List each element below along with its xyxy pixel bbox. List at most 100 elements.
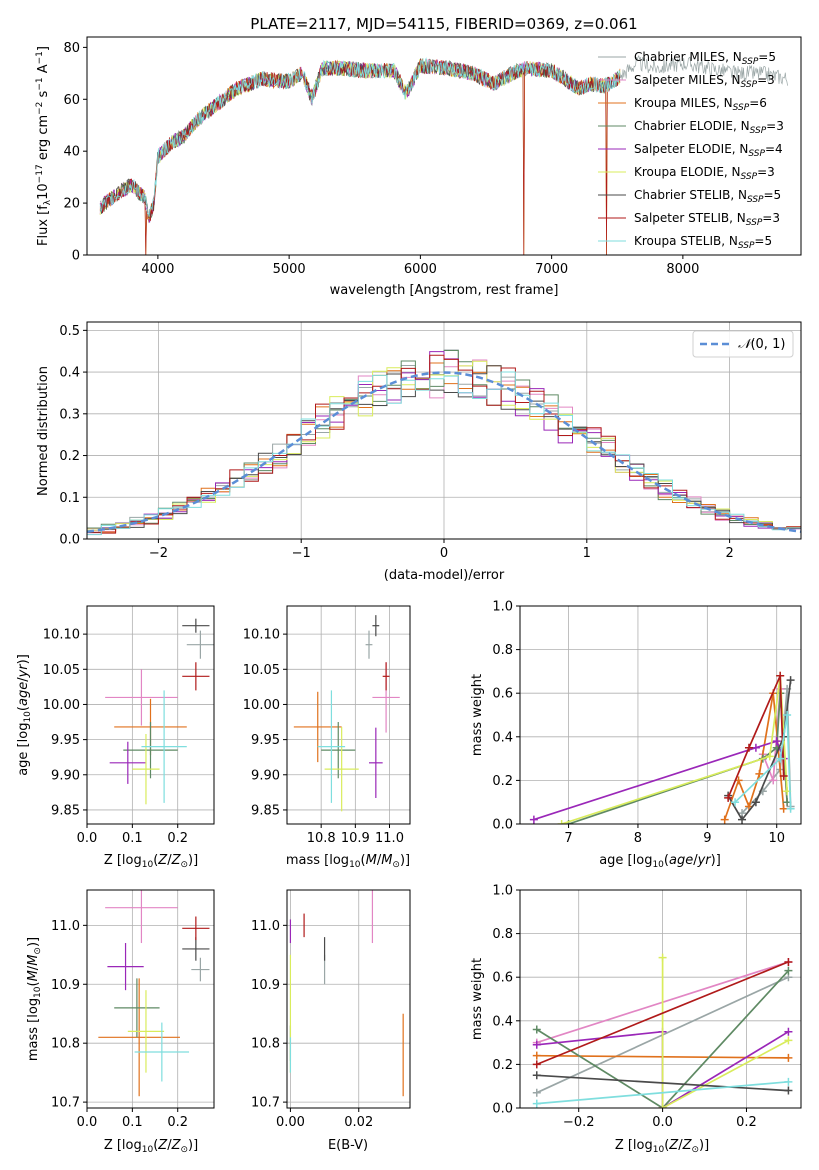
age-vs-mass-plot-area <box>287 606 410 824</box>
mass-weight-point-marker <box>784 1053 793 1062</box>
mass-vs-extinction-x-ticks: 0.00 0.02 <box>276 1108 373 1130</box>
mass-weight-point-marker <box>658 953 667 962</box>
y-tick-label: 0.0 <box>492 1102 513 1117</box>
age-vs-mass-panel: 10.8 10.9 11.0 9.85 9.90 9.95 10.00 10.05 10.10… <box>243 605 411 870</box>
y-tick-label: 10.00 <box>243 698 280 713</box>
spectrum-x-label: wavelength [Angstrom, rest frame] <box>330 283 559 298</box>
data-layer <box>99 54 788 255</box>
spectrum-x-ticks: 4000 5000 6000 7000 8000 <box>141 255 699 277</box>
mass-weight-series-line <box>536 961 789 1066</box>
age-vs-metallicity-panel: 0.0 0.1 0.2 9.85 9.90 9.95 10.00 10.05 10.10 Z … <box>16 605 215 870</box>
spectrum-line-kroupa-stelib <box>99 57 621 217</box>
x-tick-label: 10.9 <box>341 831 370 846</box>
residual-y-label: Normed distribution <box>36 366 51 496</box>
x-tick-label: 0.2 <box>167 831 188 846</box>
age-vs-metallicity-frame <box>86 605 215 825</box>
x-tick-label: 8 <box>634 831 642 846</box>
mass-vs-metallicity-frame <box>86 889 215 1109</box>
mass-weight-vs-metallicity-y-label: mass weight <box>470 958 485 1040</box>
mass-weight-point-marker <box>779 772 788 781</box>
y-tick-label: 0.6 <box>492 687 513 702</box>
mass-vs-metallicity-x-ticks: 0.0 0.1 0.2 <box>77 1108 188 1130</box>
y-tick-label: 10.05 <box>43 663 80 678</box>
mass-weight-point-marker <box>751 743 760 752</box>
x-tick-label: 0.0 <box>652 1115 673 1130</box>
mass-weight-vs-metallicity-x-label: Z [log10(Z/Z⊙)] <box>615 1138 709 1155</box>
residual-histogram-salpeter-stelib <box>87 354 801 534</box>
y-tick-label: 10.7 <box>51 1096 80 1111</box>
mass-weight-point-marker <box>755 769 764 778</box>
mass-weight-series-line <box>536 970 790 1108</box>
y-tick-label: 11.0 <box>51 919 80 934</box>
mass-weight-point-marker <box>786 804 795 813</box>
y-tick-label: 0.8 <box>492 927 513 942</box>
y-tick-label: 0.2 <box>492 774 513 789</box>
mass-weight-point-marker <box>529 815 538 824</box>
x-tick-label: −2 <box>149 546 168 561</box>
mass-weight-vs-metallicity-plot-area <box>520 889 801 1109</box>
mass-weight-point-marker <box>720 815 729 824</box>
y-tick-label: 9.85 <box>51 803 80 818</box>
mass-weight-point-marker <box>786 676 795 685</box>
mass-weight-point-marker <box>532 1025 541 1034</box>
age-vs-metallicity-x-label: Z [log10(Z/Z⊙)] <box>104 853 198 870</box>
mass-weight-point-marker <box>784 1036 793 1045</box>
y-tick-label: 0.2 <box>59 449 80 464</box>
mass-weight-point-marker <box>784 1077 793 1086</box>
mass-weight-vs-age-frame <box>519 605 802 825</box>
age-vs-metallicity-x-ticks: 0.0 0.1 0.2 <box>77 824 188 846</box>
y-tick-label: 10.00 <box>43 698 80 713</box>
y-tick-label: 10.05 <box>243 663 280 678</box>
mass-weight-point-marker <box>769 776 778 785</box>
legend-entry-label: Chabrier ELODIE, NSSP=3 <box>634 119 784 136</box>
mass-weight-point-marker <box>738 815 747 824</box>
mass-weight-vs-metallicity-x-ticks: −0.2 0.0 0.2 <box>563 1108 757 1130</box>
data-layer <box>293 615 400 812</box>
x-tick-label: 7000 <box>535 262 568 277</box>
x-tick-label: 6000 <box>404 262 437 277</box>
y-tick-label: 0.2 <box>492 1058 513 1073</box>
age-vs-mass-x-label: mass [log10(M/M⊙)] <box>286 853 410 870</box>
mass-weight-point-marker <box>751 798 760 807</box>
mass-weight-point-marker <box>731 798 740 807</box>
residual-plot-area <box>87 322 801 540</box>
y-tick-label: 0.6 <box>492 971 513 986</box>
x-tick-label: 11.0 <box>375 831 404 846</box>
age-vs-metallicity-plot-area <box>86 606 214 824</box>
legend-entry-label: Chabrier MILES, NSSP=5 <box>634 50 776 67</box>
x-tick-label: 0.2 <box>736 1115 757 1130</box>
mass-vs-extinction-x-label: E(B-V) <box>328 1138 368 1153</box>
residual-histogram-kroupa-elodie <box>87 360 801 531</box>
mass-weight-point-marker <box>532 1099 541 1108</box>
mass-weight-point-marker <box>532 1051 541 1060</box>
x-tick-label: 1 <box>583 546 591 561</box>
data-layer <box>529 671 795 824</box>
mass-weight-point-marker <box>532 1040 541 1049</box>
mass-vs-metallicity-plot-area <box>86 890 214 1108</box>
mass-weight-vs-age-x-ticks: 7 8 9 10 <box>564 824 785 846</box>
legend-entry-label: Salpeter MILES, NSSP=3 <box>634 73 775 90</box>
data-layer <box>98 890 210 1097</box>
x-tick-label: −1 <box>292 546 311 561</box>
y-tick-label: 0.1 <box>59 491 80 506</box>
mass-weight-vs-metallicity-frame <box>519 889 802 1109</box>
y-tick-label: 0.8 <box>492 643 513 658</box>
mass-weight-point-marker <box>744 743 753 752</box>
mass-vs-metallicity-panel: 0.0 0.1 0.2 10.7 10.8 10.9 11.0 Z [log10(Z/Z⊙… <box>26 889 215 1155</box>
mass-weight-point-marker <box>772 737 781 746</box>
y-tick-label: 10.8 <box>51 1037 80 1052</box>
mass-weight-point-marker <box>784 957 793 966</box>
legend-entry-label: Salpeter STELIB, NSSP=3 <box>634 211 780 228</box>
mass-weight-point-marker <box>776 754 785 763</box>
mass-weight-point-marker <box>765 752 774 761</box>
mass-vs-extinction-frame <box>286 889 411 1109</box>
spectrum-panel: 4000 5000 6000 7000 8000 0 20 40 60 80 wavelengt… <box>35 36 802 298</box>
normal-reference-legend-label: 𝒩(0, 1) <box>738 337 785 352</box>
x-tick-label: 0.0 <box>77 831 98 846</box>
y-tick-label: 10.10 <box>43 628 80 643</box>
residual-legend-box <box>692 330 794 358</box>
mass-vs-metallicity-y-label: mass [log10(M/M⊙)] <box>26 937 43 1061</box>
mass-weight-series-line <box>727 675 785 799</box>
y-tick-label: 80 <box>63 41 80 56</box>
spectrum-y-ticks: 0 20 40 60 80 <box>63 41 87 264</box>
